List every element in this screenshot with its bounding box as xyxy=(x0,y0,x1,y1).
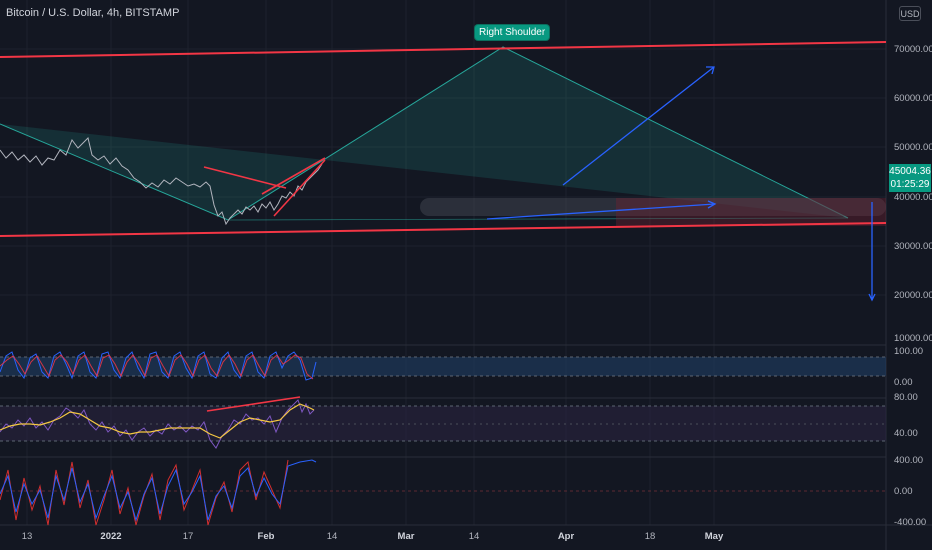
price-axis-label: 70000.00 xyxy=(894,44,932,55)
price-axis-label: 30000.00 xyxy=(894,241,932,252)
time-axis-label: 13 xyxy=(21,531,33,542)
time-axis-label: Apr xyxy=(557,531,575,542)
stoch-k-line xyxy=(0,351,317,381)
rsi-divergence-line[interactable] xyxy=(206,396,301,412)
time-axis-label: May xyxy=(704,531,724,542)
price-series xyxy=(0,137,323,226)
stoch-axis-label: 100.00 xyxy=(894,346,924,357)
divergence-lines[interactable] xyxy=(203,157,326,217)
price-axis-label: 50000.00 xyxy=(894,142,932,153)
rsi-axis-label: 80.00 xyxy=(894,392,918,403)
time-axis-label: Mar xyxy=(397,531,415,542)
last-price-tag: 45004.36 01:25:29 xyxy=(889,164,931,192)
symbol-title[interactable]: Bitcoin / U.S. Dollar, 4h, BITSTAMP xyxy=(6,7,180,19)
bar-countdown: 01:25:29 xyxy=(890,179,930,190)
osc-axis-label: 400.00 xyxy=(894,455,924,466)
right-shoulder-label[interactable]: Right Shoulder xyxy=(475,25,550,40)
currency-button[interactable]: USD xyxy=(899,6,921,21)
upper-channel-line[interactable] xyxy=(0,41,887,58)
osc-axis-label: 0.00 xyxy=(894,486,913,497)
target-zone-grey[interactable] xyxy=(420,198,886,216)
time-axis-label: 14 xyxy=(326,531,338,542)
osc-axis-label: -400.00 xyxy=(894,517,927,528)
price-axis-label: 10000.00 xyxy=(894,333,932,344)
rsi-axis-label: 40.00 xyxy=(894,428,918,439)
target-zone-red[interactable] xyxy=(616,198,886,226)
last-price-value: 45004.36 xyxy=(889,166,931,177)
price-axis-label: 60000.00 xyxy=(894,93,932,104)
head-shoulders-pattern[interactable] xyxy=(0,46,849,221)
rsi-ma-line xyxy=(0,403,315,439)
pane-separators[interactable] xyxy=(0,344,932,526)
price-axis-label: 20000.00 xyxy=(894,290,932,301)
projection-arrows[interactable] xyxy=(486,66,876,302)
price-axis-label: 40000.00 xyxy=(894,192,932,203)
time-axis-label: 2022 xyxy=(100,531,122,542)
osc-red-line xyxy=(0,459,289,526)
grid xyxy=(0,0,886,525)
time-axis-label: 14 xyxy=(468,531,480,542)
osc-blue-line xyxy=(0,459,317,522)
time-axis-label: 17 xyxy=(182,531,194,542)
time-axis-label: 18 xyxy=(644,531,656,542)
stoch-d-line xyxy=(0,354,314,380)
time-axis-label: Feb xyxy=(257,531,275,542)
lower-channel-line[interactable] xyxy=(0,222,887,237)
stoch-band xyxy=(0,357,886,376)
stoch-axis-label: 0.00 xyxy=(894,377,913,388)
